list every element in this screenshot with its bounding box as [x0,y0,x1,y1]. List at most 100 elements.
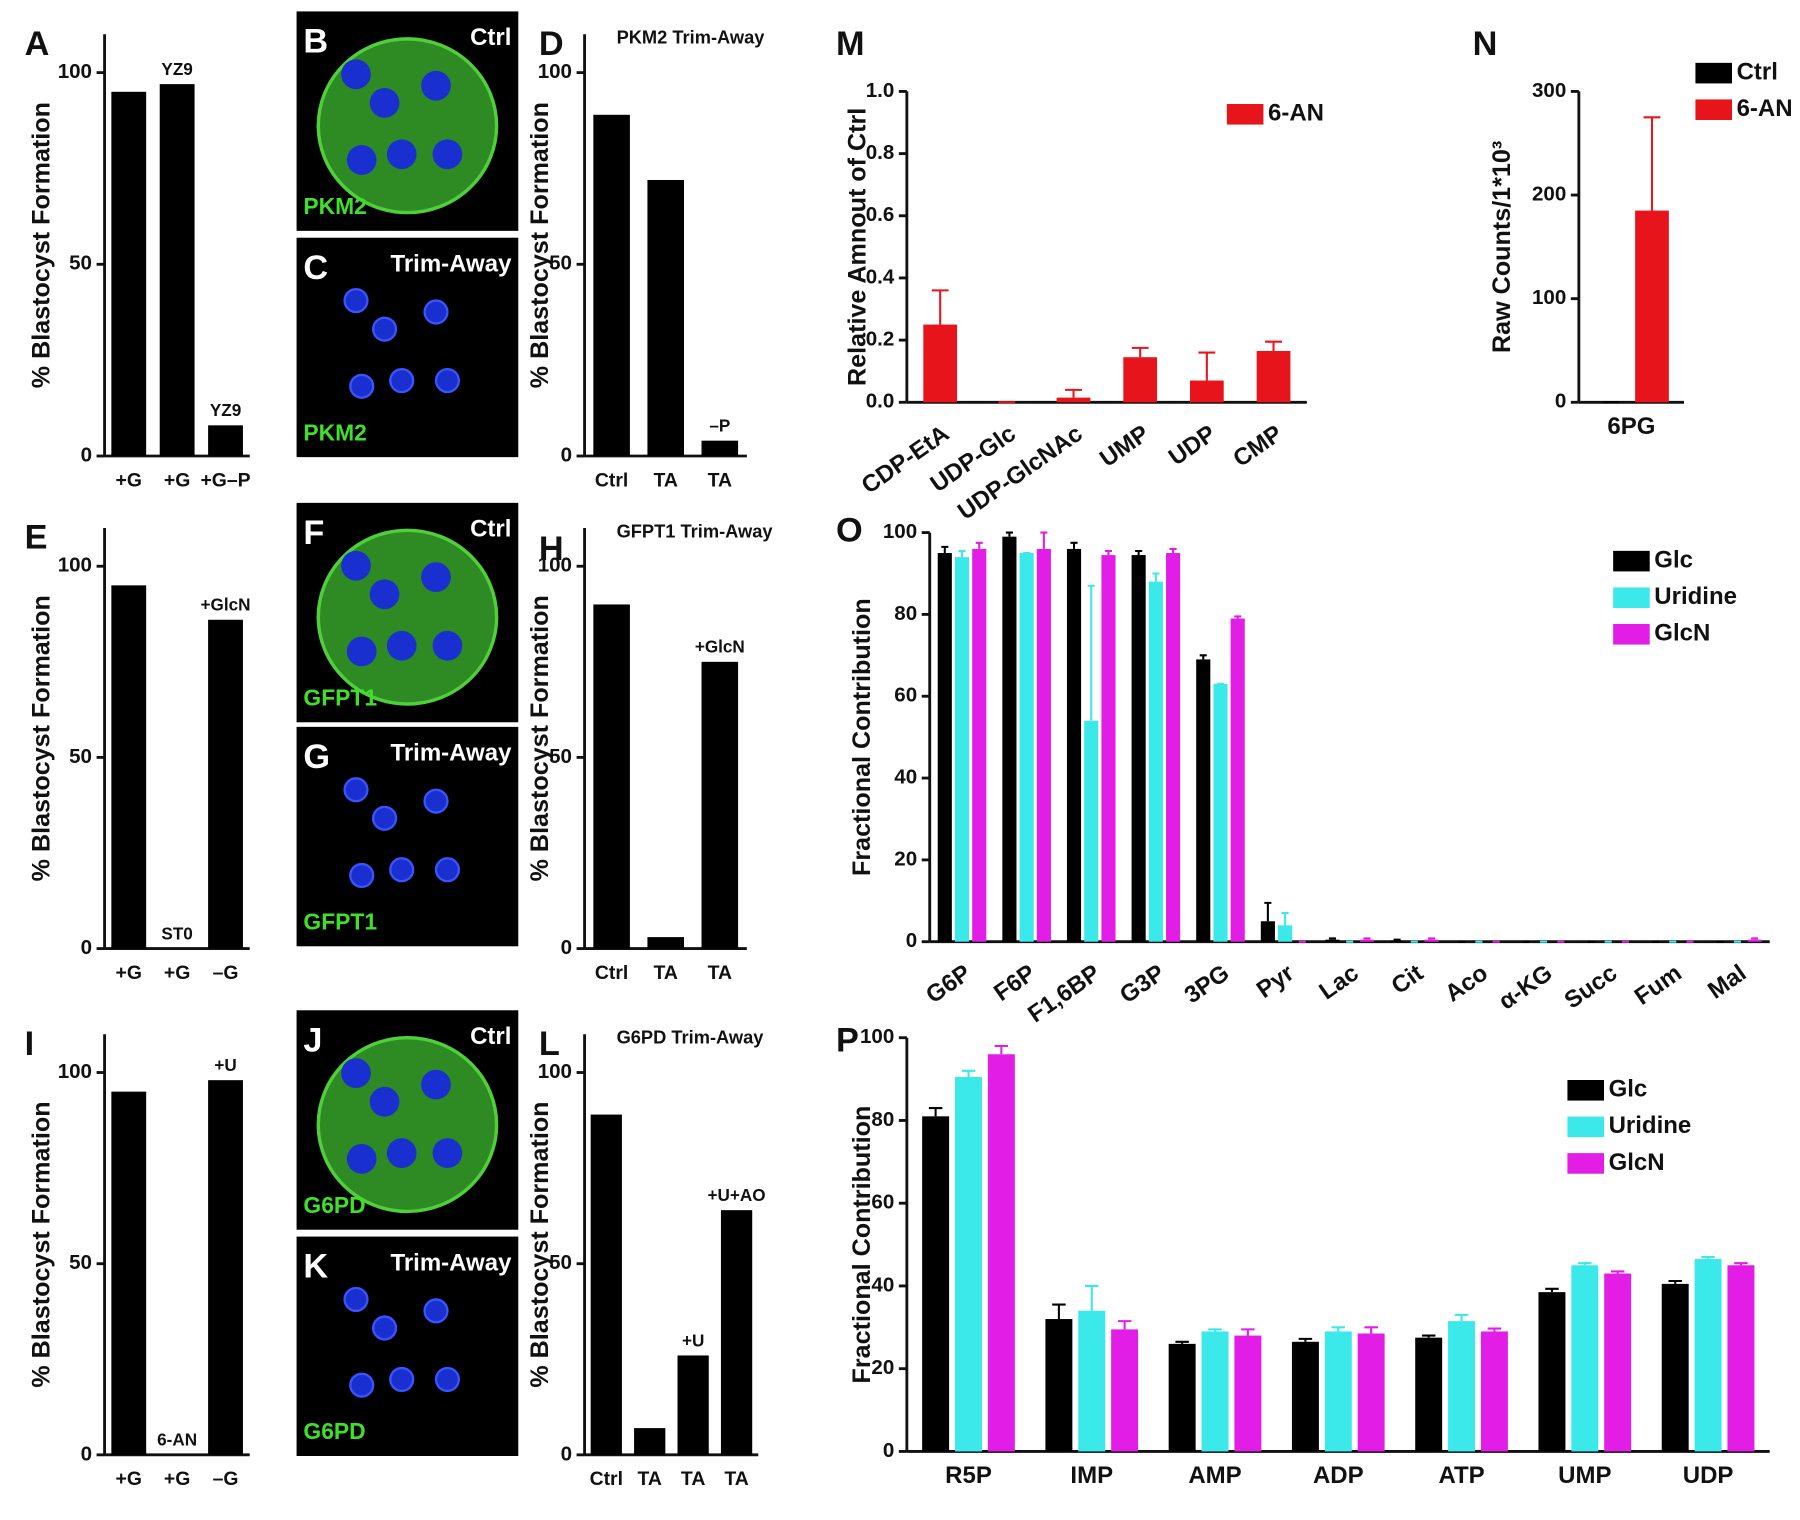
bar [1390,940,1405,942]
bar [593,604,630,949]
y-tick-label: 100 [883,520,917,543]
bar [1166,553,1181,942]
legend-label: 6-AN [1268,100,1324,127]
legend-swatch [1695,99,1732,120]
error-bar [1152,572,1160,582]
error-bar [1198,351,1216,381]
bar [1480,1331,1508,1452]
y-tick-label: 0 [81,1442,92,1465]
y-tick-label: 100 [860,1025,894,1048]
x-tick-label: –G [213,1468,239,1490]
image-condition: Trim-Away [390,740,512,767]
chart-panel: P Fractional Contribution 0 20 40 60 80 100 R5P I… [836,1021,1770,1489]
y-tick-label: 50 [69,252,92,275]
nucleus [346,145,377,175]
bar [1357,1333,1385,1452]
bar [1448,1321,1476,1452]
micrograph: B Ctrl PKM2 [296,11,519,231]
x-tick-label: Cit [1387,959,1429,999]
chart-panel: M Relative Amnout of Ctrl 0.0 0.2 0.4 0.6 0.8 1… [836,25,1324,526]
panel-letter: F [303,514,324,552]
y-tick-label: 80 [894,602,917,625]
error-bar [1265,340,1282,351]
x-tick-label: +G [116,469,142,491]
bar [1045,1319,1073,1452]
x-tick-label: α-KG [1494,959,1558,1015]
x-tick-label: 6PG [1607,413,1655,440]
chart-panel: H % Blastocyst Formation GFPT1 Trim-Away 0 5… [526,520,774,983]
bar [1661,1283,1689,1452]
nucleus [341,1058,371,1088]
nucleus [372,1315,398,1341]
error-bar [958,549,966,558]
error-bar [1070,541,1078,549]
bar [1101,555,1116,942]
panel-letter: B [303,22,328,60]
y-axis-label: % Blastocyst Formation [526,102,554,388]
error-bar [1751,937,1759,940]
bar-annotation: +GlcN [201,595,251,615]
chart-panel: I % Blastocyst Formation 0 50 100 +G +G –G 6-AN +… [25,1025,250,1490]
panel-letter: A [25,25,50,63]
nucleus [386,630,417,661]
y-tick-label: 20 [894,847,917,870]
bar [111,91,147,457]
y-tick-label: 0 [1555,390,1566,413]
image-condition: Ctrl [470,516,511,543]
image-frame [296,237,519,458]
bar [1324,1331,1352,1452]
error-bar [1328,937,1337,940]
x-tick-label: Lac [1314,959,1363,1005]
y-tick-label: 100 [58,554,92,577]
panel-letter: M [836,25,865,63]
bar [1036,548,1051,942]
nucleus [349,1372,375,1398]
bar [1213,683,1228,942]
x-tick-label: +G [164,962,190,984]
error-bar [1131,346,1149,358]
bar [111,585,147,949]
bar [1278,925,1293,942]
bar [1131,555,1146,942]
legend-label: 6-AN [1737,95,1793,122]
x-tick-label: TA [724,1468,748,1490]
bar [1201,1331,1229,1452]
y-tick-label: 50 [549,745,572,768]
bar [1189,380,1224,403]
bar [701,440,739,456]
y-tick-label: 0 [81,443,92,466]
x-tick-label: TA [653,469,677,491]
legend-swatch [1567,1116,1604,1138]
micrograph: K Trim-Away G6PD [296,1236,519,1456]
bar [1196,659,1211,942]
bar [1424,939,1439,942]
micrograph: J Ctrl G6PD [296,1010,519,1230]
image-stain: G6PD [303,1418,365,1444]
panel-letter: H [539,530,564,568]
error-bar [1363,937,1371,940]
y-axis-label: % Blastocyst Formation [526,595,554,881]
error-bar [1487,1327,1502,1332]
y-tick-label: 80 [871,1108,894,1131]
panel-letter: J [303,1021,322,1059]
bar [1168,1343,1196,1452]
y-tick-label: 60 [871,1191,894,1214]
y-tick-label: 200 [1532,182,1566,205]
nucleus [421,1069,451,1100]
x-tick-label: –G [213,962,239,984]
image-stain: GFPT1 [303,908,377,934]
nucleus [343,1286,369,1312]
y-tick-label: 0 [561,1442,572,1465]
error-bar [1331,1326,1346,1332]
bar [1078,1310,1106,1452]
legend-swatch [1567,1080,1604,1101]
panel-letter: D [539,25,564,63]
y-tick-label: 100 [1532,286,1566,309]
bar-annotation: ST0 [161,923,192,943]
y-tick-label: 100 [538,554,572,577]
legend-label: GlcN [1654,620,1710,647]
nucleus [369,88,400,118]
nucleus [343,777,369,803]
error-bar [1364,1326,1378,1334]
x-tick-label: UDP [1683,1462,1734,1489]
